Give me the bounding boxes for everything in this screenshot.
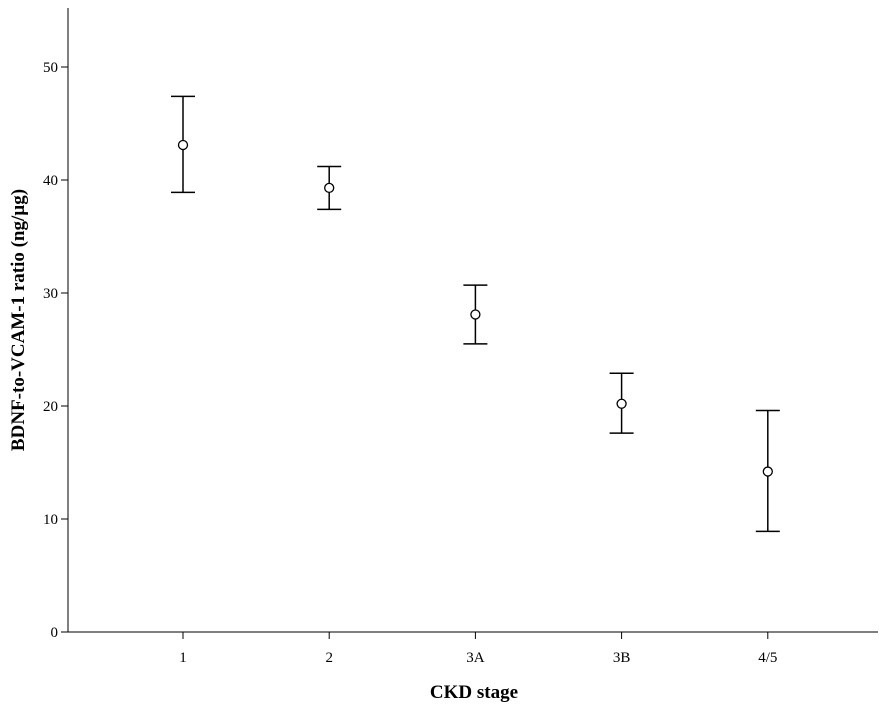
- mean-point: [177, 139, 189, 151]
- mean-point: [324, 182, 335, 194]
- mean-point: [616, 398, 627, 409]
- x-ticks: 1 2 3A 3B 4/5: [179, 632, 777, 666]
- x-axis-title: CKD stage: [430, 682, 518, 703]
- y-ticks: 0 10 20 30 40 50: [43, 60, 68, 641]
- x-tick-label: 3B: [613, 650, 631, 666]
- y-tick-label: 0: [51, 625, 59, 641]
- y-tick-label: 20: [43, 399, 58, 415]
- y-axis-title: BDNF-to-VCAM-1 ratio (ng/µg): [8, 189, 29, 451]
- axes: [67, 8, 878, 633]
- data-marks: [171, 95, 780, 533]
- y-tick-label: 50: [43, 60, 58, 76]
- mean-point: [470, 309, 481, 320]
- x-tick-label: 3A: [466, 650, 485, 666]
- x-tick-label: 1: [179, 650, 187, 666]
- y-tick-label: 40: [43, 173, 58, 189]
- x-tick-label: 2: [325, 650, 333, 666]
- y-tick-label: 30: [43, 286, 58, 302]
- mean-point: [762, 466, 773, 477]
- x-tick-label: 4/5: [758, 650, 777, 666]
- y-tick-label: 10: [43, 512, 58, 528]
